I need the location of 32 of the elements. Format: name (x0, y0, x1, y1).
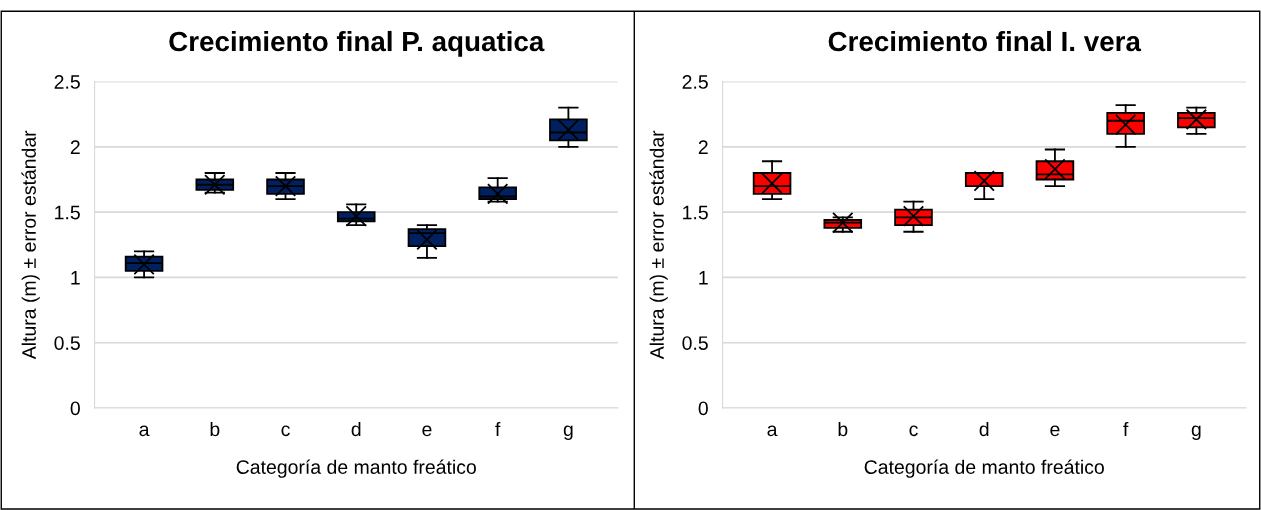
chart-title: Crecimiento final P. aquatica (169, 30, 545, 57)
y-tick-label: 0 (698, 401, 708, 416)
chart-title: Crecimiento final I. vera (828, 30, 1142, 52)
y-tick-label: 1 (71, 271, 80, 285)
y-tick-label: 2 (698, 140, 708, 154)
x-tick-label: a (767, 425, 778, 437)
y-axis-title: Altura (m) ± error estándar (649, 130, 668, 360)
y-tick-label: 0.5 (54, 336, 80, 350)
y-tick-label: 0.5 (682, 336, 708, 350)
x-tick-label: c (281, 425, 290, 437)
x-tick-label: d (979, 421, 989, 437)
x-axis-title: Categoría de manto freático (864, 459, 1104, 478)
x-tick-label: b (838, 421, 848, 437)
y-axis-title: Altura (m) ± error estándar (21, 130, 40, 360)
y-tick-label: 1.5 (683, 205, 708, 220)
x-tick-label: e (1050, 425, 1060, 437)
x-axis-title: Categoría de manto freático (236, 459, 476, 478)
x-tick-label: g (563, 425, 573, 441)
x-tick-label: g (1191, 425, 1201, 441)
y-tick-label: 0 (70, 401, 80, 416)
x-tick-label: c (909, 425, 918, 437)
y-tick-label: 2.5 (682, 75, 708, 89)
x-tick-label: d (351, 421, 361, 437)
y-tick-label: 2.5 (54, 75, 80, 89)
y-tick-label: 1.5 (55, 205, 80, 220)
x-tick-label: f (495, 421, 501, 436)
x-tick-label: b (210, 421, 220, 437)
x-tick-label: e (422, 425, 432, 437)
x-tick-label: f (1123, 421, 1129, 436)
x-tick-label: a (139, 425, 150, 437)
y-tick-label: 1 (699, 271, 708, 285)
y-tick-label: 2 (70, 140, 80, 154)
